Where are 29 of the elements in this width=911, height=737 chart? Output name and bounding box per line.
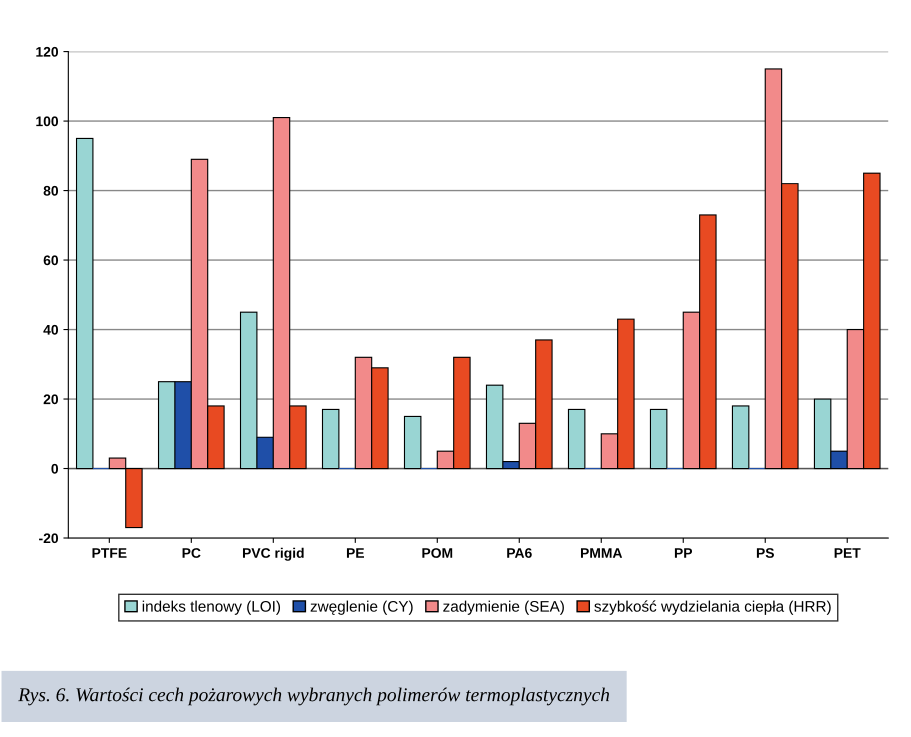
y-tick-label: 60 xyxy=(44,255,58,266)
y-tick-label: 20 xyxy=(44,394,58,404)
bar xyxy=(404,416,422,470)
y-tick-label: 80 xyxy=(44,186,58,196)
bar xyxy=(732,405,750,470)
x-tick-label: PC xyxy=(182,548,201,558)
bar xyxy=(76,138,94,470)
x-tick-label: PP xyxy=(674,548,692,558)
x-tick-label: POM xyxy=(422,548,452,558)
x-tick-label: PMMA xyxy=(580,548,622,558)
bar xyxy=(322,408,340,470)
legend-label: zadymienie (SEA) xyxy=(443,600,564,615)
bar xyxy=(568,408,586,470)
bar xyxy=(650,408,668,470)
text: Rys. 6. Wartości cech pożarowych wybranych polimerów termoplastycznych xyxy=(18,688,610,706)
y-tick-label: 0 xyxy=(51,464,58,474)
y-tick-label: -20 xyxy=(39,533,58,544)
legend-label: zwęglenie (CY) xyxy=(310,600,413,615)
y-tick-label: 100 xyxy=(36,116,58,126)
x-tick-label: PET xyxy=(834,548,861,558)
x-tick-label: PVC rigid xyxy=(242,548,304,561)
legend-label: szybkość wydzielania ciepła (HRR) xyxy=(594,600,831,615)
legend-label: indeks tlenowy (LOI) xyxy=(142,600,280,615)
x-tick-label: PA6 xyxy=(507,548,532,558)
y-tick-label: 120 xyxy=(36,46,58,57)
x-tick-label: PS xyxy=(756,548,774,558)
x-tick-label: PTFE xyxy=(92,548,127,558)
x-tick-label: PE xyxy=(346,548,364,558)
y-tick-label: 40 xyxy=(43,324,58,335)
